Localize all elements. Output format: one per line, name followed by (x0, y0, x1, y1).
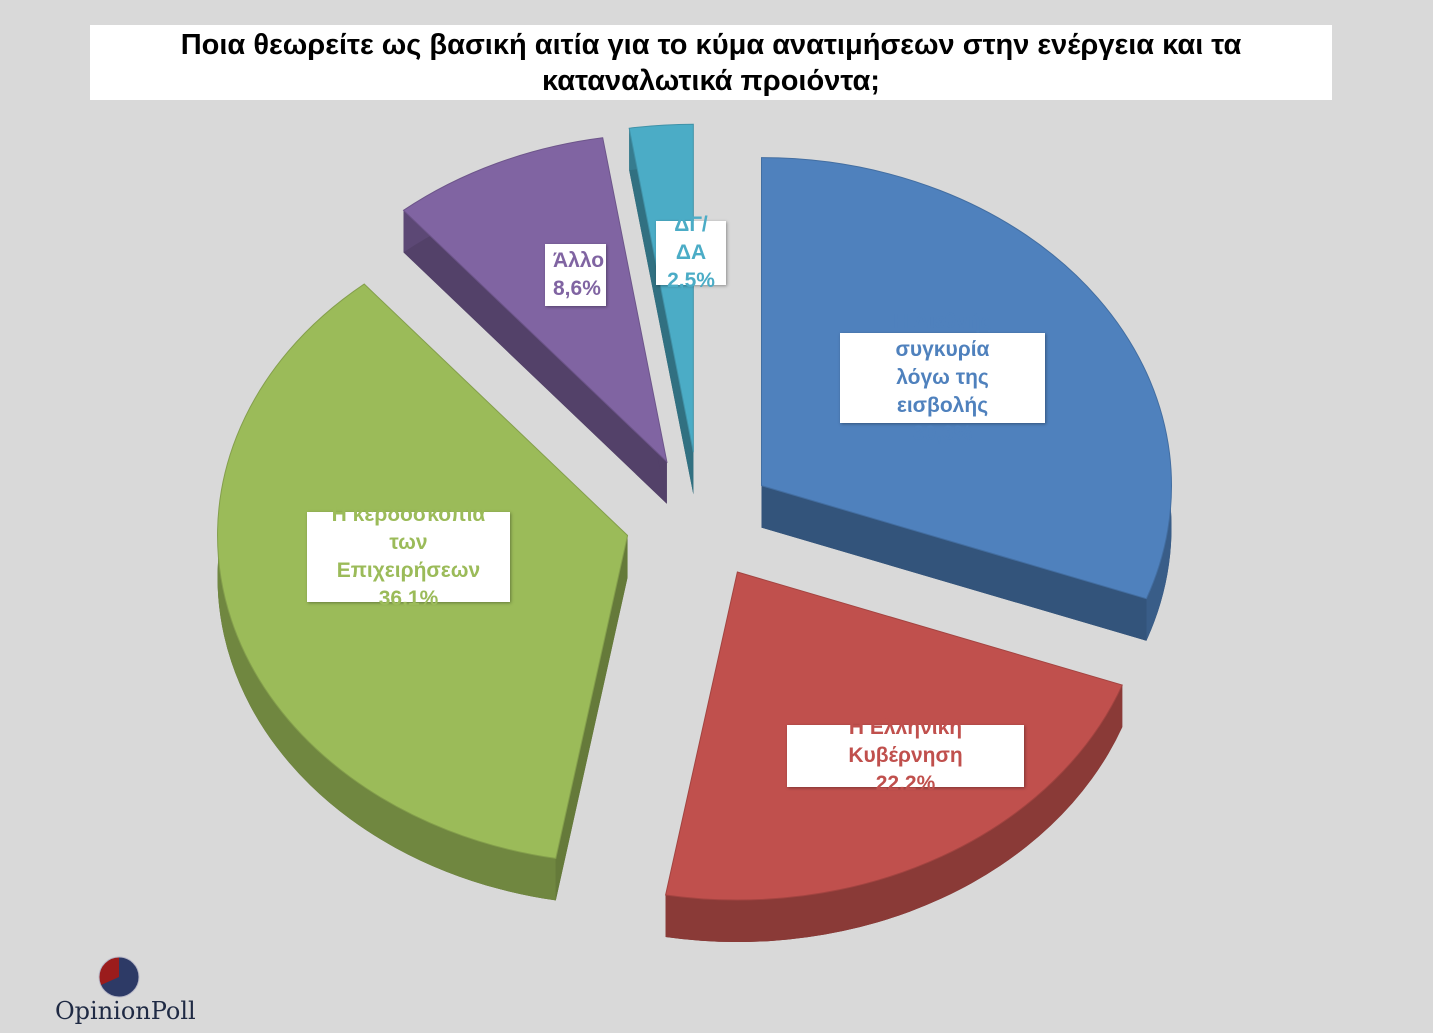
data-label-1-value: 22,2% (875, 772, 936, 795)
data-label-0-value: 30,6% (912, 422, 973, 445)
data-label-4-text-0: ΔΓ/ΔΑ (674, 213, 708, 264)
chart-title-box: Ποια θεωρείτε ως βασική αιτία για το κύμ… (90, 25, 1332, 100)
pie-slice-4 (628, 123, 694, 453)
pie-slice-rim-1 (665, 685, 1123, 943)
data-label-2-text-0: Η κερδοσκοπία των (331, 503, 486, 554)
data-label-0: Η Διεθνής συγκυρία λόγω της εισβολής 30,6% (840, 310, 1045, 445)
pie-slice-wall-4-0 (629, 128, 694, 495)
data-label-3: Άλλο 8,6% (545, 244, 606, 306)
opinionpoll-logo: OpinionPoll (52, 955, 196, 1030)
chart-title: Ποια θεωρείτε ως βασική αιτία για το κύμ… (180, 28, 1242, 97)
opinionpoll-logo-text: OpinionPoll (55, 997, 196, 1025)
pie-slice-wall-3-0 (403, 210, 667, 504)
data-label-3-text-0: Άλλο (553, 249, 605, 272)
pie-slice-wall-2-0 (555, 535, 628, 901)
data-label-4: ΔΓ/ΔΑ 2,5% (656, 213, 726, 292)
data-label-2: Η κερδοσκοπία των Επιχειρήσεων 36,1% (307, 503, 510, 610)
opinionpoll-logo-mark (98, 956, 140, 998)
data-label-0-text-1: λόγω της εισβολής (896, 366, 989, 417)
data-label-2-value: 36,1% (378, 587, 439, 610)
data-label-1: Η Ελληνική Κυβέρνηση 22,2% (787, 716, 1024, 795)
pie-slice-rim-2 (217, 284, 556, 901)
data-label-3-value: 8,6% (553, 277, 601, 300)
data-label-4-value: 2,5% (667, 269, 715, 292)
data-label-1-text-0: Η Ελληνική Κυβέρνηση (848, 716, 963, 767)
pie-slice-wall-0-1 (761, 485, 1147, 641)
data-label-2-text-1: Επιχειρήσεων (336, 559, 481, 582)
data-label-0-text-0: Η Διεθνής συγκυρία (893, 310, 992, 361)
pie-slice-3 (402, 137, 668, 464)
